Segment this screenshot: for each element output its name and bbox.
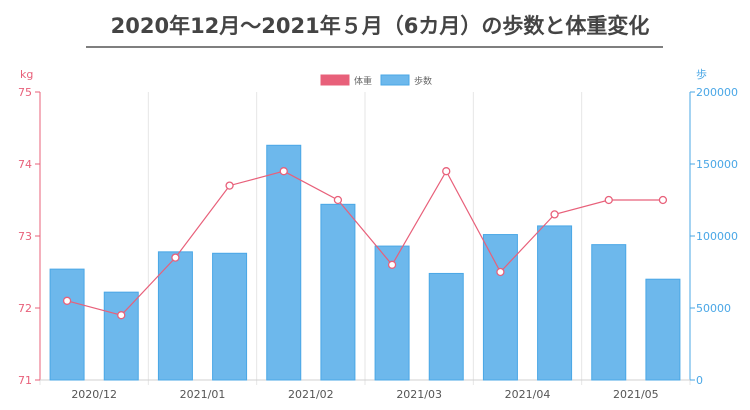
steps-bar xyxy=(428,272,464,381)
legend-weight-label: 体重 xyxy=(354,75,372,87)
legend-steps-label: 歩数 xyxy=(414,75,432,87)
x-tick-label: 2021/01 xyxy=(180,388,226,401)
right-tick-label: 150000 xyxy=(696,158,738,171)
steps-bar xyxy=(49,268,85,381)
right-tick-label: 200000 xyxy=(696,86,738,99)
steps-bar xyxy=(266,144,302,381)
steps-bar xyxy=(157,251,193,381)
x-tick-label: 2021/05 xyxy=(613,388,659,401)
steps-bar xyxy=(591,244,627,381)
weight-point xyxy=(279,167,288,176)
left-axis-unit: kg xyxy=(20,68,33,81)
right-tick-label: 50000 xyxy=(696,302,731,315)
left-tick-label: 75 xyxy=(18,86,32,99)
steps-bar xyxy=(320,203,356,381)
axes xyxy=(35,91,695,381)
weight-polyline xyxy=(66,169,663,316)
weight-point xyxy=(171,253,180,262)
chart-title: 2020年12月〜2021年５月（6カ月）の歩数と体重変化 xyxy=(111,14,650,38)
steps-bar xyxy=(645,278,681,381)
x-tick-label: 2021/04 xyxy=(505,388,551,401)
x-tick-label: 2021/03 xyxy=(396,388,442,401)
weight-point xyxy=(442,167,451,176)
weight-point xyxy=(550,210,559,219)
legend-weight-swatch xyxy=(320,74,350,86)
weight-line xyxy=(62,167,668,320)
right-tick-label: 100000 xyxy=(696,230,738,243)
steps-bar xyxy=(482,234,518,381)
x-tick-label: 2021/02 xyxy=(288,388,334,401)
x-tick-label: 2020/12 xyxy=(71,388,117,401)
steps-bars xyxy=(49,144,681,381)
steps-bar xyxy=(537,225,573,381)
left-tick-label: 72 xyxy=(18,302,32,315)
left-tick-label: 71 xyxy=(18,374,32,387)
legend-steps-swatch xyxy=(380,74,410,86)
weight-point xyxy=(225,181,234,190)
weight-point xyxy=(658,195,668,205)
tick-labels: 71 72 73 74 75 kg 0 50000 100000 150000 200000 歩 202… xyxy=(18,67,738,401)
legend: 体重 歩数 xyxy=(320,74,432,87)
left-tick-label: 73 xyxy=(18,230,32,243)
weight-point xyxy=(333,195,343,205)
weight-point xyxy=(496,267,505,277)
right-tick-label: 0 xyxy=(696,374,703,387)
steps-bar xyxy=(212,252,248,381)
steps-bar xyxy=(103,291,139,381)
weight-point xyxy=(62,296,72,305)
weight-point xyxy=(604,195,613,205)
left-tick-label: 74 xyxy=(18,158,32,171)
right-axis-unit: 歩 xyxy=(696,67,707,81)
weight-point xyxy=(387,260,397,269)
weight-point xyxy=(117,311,126,320)
